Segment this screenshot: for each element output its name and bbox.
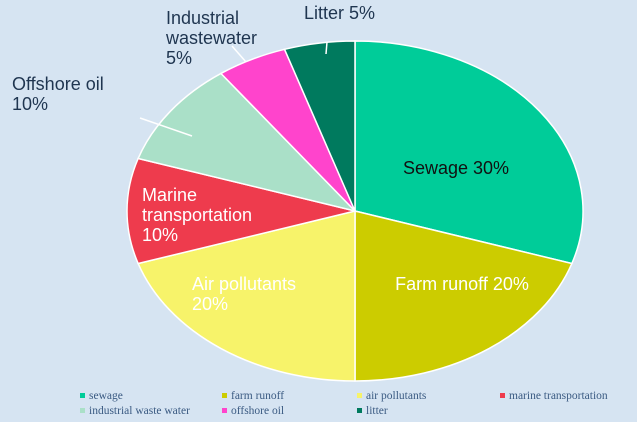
legend: sewage farm runoff air pollutants marine tr… xyxy=(80,390,608,417)
legend-label: industrial waste water xyxy=(89,405,190,417)
leader-line-industrial-waste-water xyxy=(231,45,247,63)
legend-swatch xyxy=(222,408,227,413)
legend-label: offshore oil xyxy=(231,405,284,417)
legend-swatch xyxy=(357,393,362,398)
slice-label-marine-transportation: Marine transportation 10% xyxy=(142,185,252,245)
pie-slice-litter xyxy=(283,40,356,212)
legend-item-farm-runoff: farm runoff xyxy=(222,390,284,402)
leader-line-offshore-oil xyxy=(139,117,193,137)
leader-line-litter xyxy=(325,41,328,55)
legend-swatch xyxy=(222,393,227,398)
legend-item-offshore-oil: offshore oil xyxy=(222,405,284,417)
legend-swatch xyxy=(80,408,85,413)
slice-label-litter: Litter 5% xyxy=(304,3,375,23)
legend-item-industrial-waste-water: industrial waste water xyxy=(80,405,190,417)
slice-labels: Sewage 30% Farm runoff 20% Air pollutants 2… xyxy=(12,3,529,314)
legend-label: farm runoff xyxy=(231,390,284,402)
slice-label-sewage: Sewage 30% xyxy=(403,158,509,178)
legend-item-air-pollutants: air pollutants xyxy=(357,390,427,402)
slice-label-industrial-waste-water: Industrial wastewater 5% xyxy=(165,8,257,68)
pie-slice-air-pollutants xyxy=(137,210,356,382)
legend-item-marine-transportation: marine transportation xyxy=(500,390,608,402)
legend-item-litter: litter xyxy=(357,405,388,417)
pie-slice-farm-runoff xyxy=(354,210,573,382)
pie-slice-marine-transportation xyxy=(126,157,356,265)
pie-slice-offshore-oil xyxy=(137,72,358,213)
legend-item-sewage: sewage xyxy=(80,390,123,402)
legend-label: sewage xyxy=(89,390,123,402)
legend-label: air pollutants xyxy=(366,390,427,402)
legend-swatch xyxy=(500,393,505,398)
legend-swatch xyxy=(357,408,362,413)
slice-label-farm-runoff: Farm runoff 20% xyxy=(395,274,529,294)
legend-swatch xyxy=(80,393,85,398)
legend-label: litter xyxy=(366,405,388,417)
pie-slice-sewage xyxy=(354,40,584,265)
legend-label: marine transportation xyxy=(509,390,608,402)
slice-label-air-pollutants: Air pollutants 20% xyxy=(192,274,296,314)
pie-slices xyxy=(126,40,584,382)
leader-lines xyxy=(139,41,328,137)
slice-label-offshore-oil: Offshore oil 10% xyxy=(12,74,104,114)
